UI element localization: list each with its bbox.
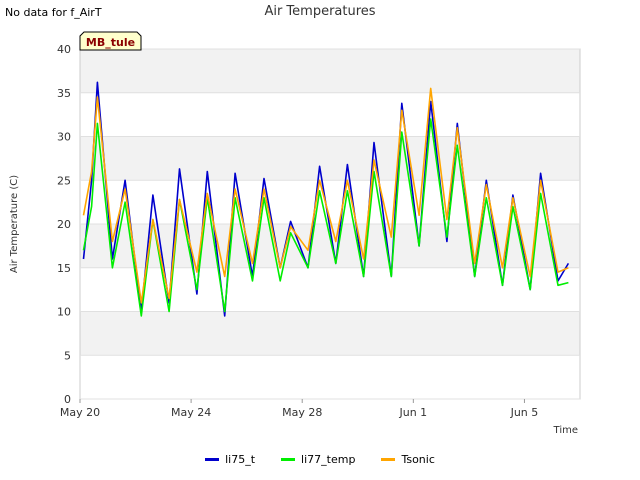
legend-item-li75-t: li75_t: [205, 453, 255, 466]
legend-swatch-li75-t: [205, 458, 220, 461]
legend: li75_t li77_temp Tsonic: [0, 453, 640, 466]
legend-label-tsonic: Tsonic: [401, 453, 435, 466]
legend-swatch-tsonic: [381, 458, 396, 461]
x-axis-label: Time: [553, 425, 578, 436]
series-line-li75-t: [82, 81, 570, 317]
y-tick-40: 40: [57, 43, 71, 56]
site-badge-label: MB_tule: [86, 36, 135, 49]
y-tick-0: 0: [64, 393, 71, 406]
x-tick-label: May 28: [282, 406, 322, 419]
band-25-30: [80, 136, 580, 181]
y-tick-30: 30: [57, 131, 71, 144]
site-badge: MB_tule: [79, 31, 142, 51]
y-tick-20: 20: [57, 218, 71, 231]
site-badge-shape: [79, 31, 142, 51]
y-tick-10: 10: [57, 306, 71, 319]
y-tick-labels: 0 5 10 15 20 25 30 35 40: [57, 43, 71, 406]
band-10-15: [80, 267, 580, 312]
no-data-message: No data for f_AirT: [5, 6, 102, 19]
band-35-40: [80, 49, 580, 93]
y-axis-label: Air Temperature (C): [9, 175, 20, 273]
band-5-10: [80, 311, 580, 356]
series-lines: [82, 81, 570, 317]
y-tick-15: 15: [57, 262, 71, 275]
chart-title: Air Temperatures: [264, 4, 376, 19]
legend-label-li77-temp: li77_temp: [301, 453, 356, 466]
x-tick-label: May 24: [171, 406, 211, 419]
legend-label-li75-t: li75_t: [225, 453, 256, 466]
x-tick-label: Jun 1: [398, 406, 427, 419]
gridlines: [80, 48, 580, 400]
legend-swatch-li77-temp: [281, 458, 296, 461]
band-0-5: [80, 355, 580, 399]
y-tick-35: 35: [57, 87, 71, 100]
x-tick-labels: May 20 May 24 May 28 Jun 1 Jun 5: [60, 399, 538, 419]
legend-item-li77-temp: li77_temp: [281, 453, 355, 466]
y-tick-25: 25: [57, 174, 71, 187]
band-30-35: [80, 92, 580, 137]
legend-item-tsonic: Tsonic: [381, 453, 435, 466]
x-tick-label: Jun 5: [510, 406, 539, 419]
x-tick-label: May 20: [60, 406, 100, 419]
y-tick-5: 5: [64, 349, 71, 362]
series-line-tsonic: [82, 87, 569, 304]
